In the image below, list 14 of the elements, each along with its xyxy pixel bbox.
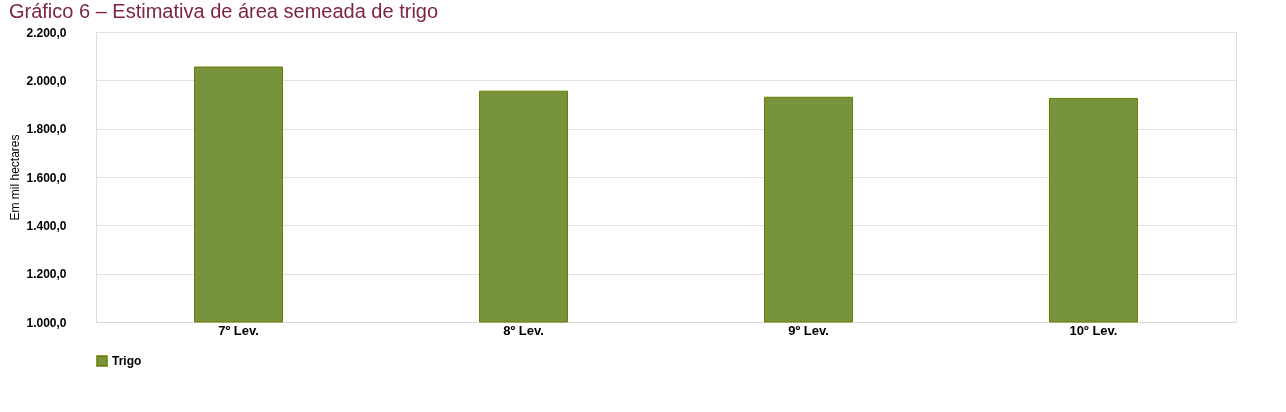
x-tick-label: 7º Lev. [218, 322, 259, 338]
y-tick-label: 2.200,0 [26, 25, 67, 40]
y-axis-title: Em mil hectares [8, 134, 23, 221]
y-tick-label: 1.200,0 [26, 267, 67, 282]
x-tick-label: 9º Lev. [788, 322, 829, 338]
y-tick-label: 2.000,0 [26, 73, 67, 88]
y-tick-label: 1.800,0 [26, 122, 67, 137]
x-tick-label: 10º Lev. [1069, 322, 1118, 338]
y-tick-label: 1.400,0 [26, 218, 67, 233]
y-tick-label: 1.600,0 [26, 170, 67, 185]
y-tick-label: 1.000,0 [26, 315, 67, 330]
legend-label: Trigo [112, 354, 142, 368]
chart-title: Gráfico 6 – Estimativa de área semeada de trigo [8, 0, 439, 22]
x-tick-label: 8º Lev. [503, 322, 544, 338]
